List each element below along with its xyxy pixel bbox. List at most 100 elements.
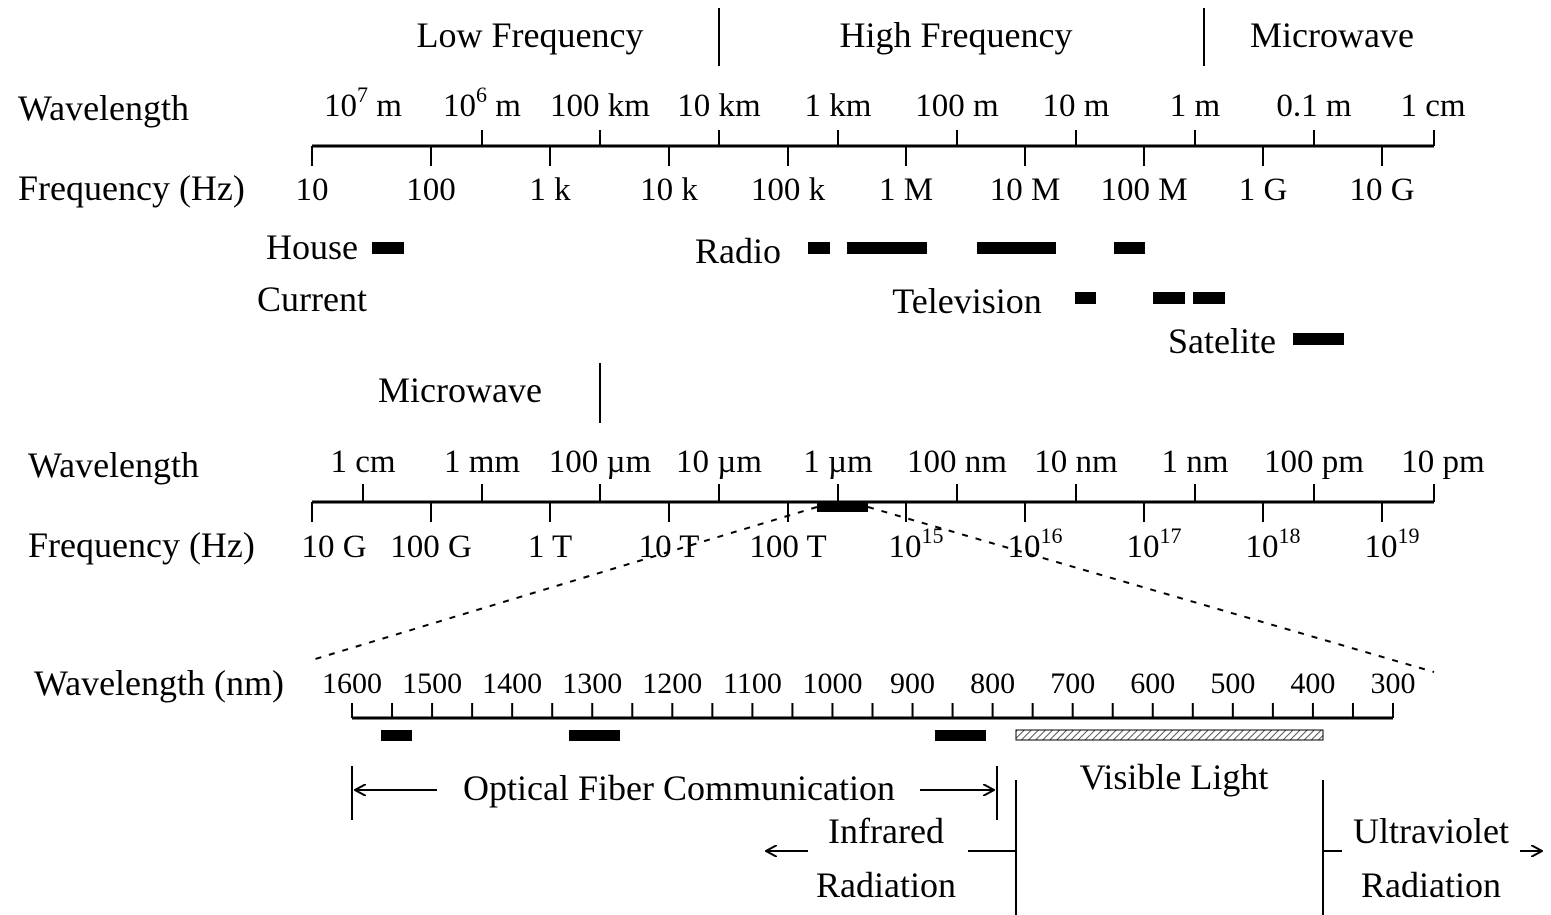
wavelength-tick-label: 10 nm (1034, 444, 1118, 480)
band-microwave: Microwave (1250, 15, 1414, 55)
frequency-tick-label: 1 M (879, 172, 933, 208)
infrared-radiation-label: Radiation (816, 865, 956, 905)
frequency-tick-label: 1018 (1246, 523, 1301, 565)
frequency-tick-label: 1 T (528, 529, 572, 565)
nm-tick-label: 700 (1050, 667, 1095, 700)
fiber-window-850 (935, 730, 986, 741)
television-band (1153, 292, 1185, 304)
wavelength-tick-labels: 107 m 106 m 100 km 10 km 1 km 100 m 10 m 1 m 0.1… (324, 82, 1466, 124)
wavelength-tick-label: 10 pm (1401, 444, 1485, 480)
nm-axis (351, 703, 1394, 720)
radio-band (808, 242, 830, 254)
wavelength-tick-label: 10 km (677, 88, 761, 124)
wavelength-tick-label: 106 m (443, 82, 521, 124)
optical-fiber-label: Optical Fiber Communication (463, 768, 895, 808)
television-band (1075, 292, 1096, 304)
nm-tick-label: 1600 (322, 667, 382, 700)
radio-band (847, 242, 927, 254)
ultraviolet-label: Ultraviolet (1353, 811, 1509, 851)
frequency-tick-label: 1015 (889, 523, 944, 565)
wavelength-tick-label: 1 nm (1162, 444, 1229, 480)
wavelength-tick-label: 107 m (324, 82, 402, 124)
wavelength-nm-axis-label: Wavelength (nm) (34, 663, 284, 703)
wavelength-tick-labels: 1 cm 1 mm 100 µm 10 µm 1 µm 100 nm 10 nm 1 nm 10… (330, 444, 1485, 480)
wavelength-tick-label: 1 cm (330, 444, 395, 480)
nm-tick-label: 1100 (723, 667, 782, 700)
frequency-tick-label: 1016 (1008, 523, 1063, 565)
frequency-tick-label: 100 k (751, 172, 826, 208)
band-low-frequency: Low Frequency (417, 15, 644, 55)
section-nm-spectrum: Wavelength (nm) 1600 1500 1400 1300 1200 1100… (34, 663, 1541, 915)
frequency-tick-label: 1 G (1239, 172, 1288, 208)
wavelength-tick-label: 10 µm (676, 444, 762, 480)
wavelength-tick-label: 100 pm (1264, 444, 1364, 480)
radio-band (1114, 242, 1145, 254)
satelite-band (1293, 333, 1344, 345)
wavelength-tick-label: 1 m (1170, 88, 1221, 124)
wavelength-tick-label: 10 m (1043, 88, 1110, 124)
nm-tick-label: 1400 (482, 667, 542, 700)
television-label: Television (892, 281, 1041, 321)
wavelength-tick-label: 1 km (805, 88, 872, 124)
frequency-tick-label: 100 M (1100, 172, 1187, 208)
wavelength-axis-label: Wavelength (18, 88, 189, 128)
wavelength-tick-label: 100 km (550, 88, 650, 124)
nm-tick-label: 400 (1290, 667, 1335, 700)
wavelength-tick-label: 100 nm (907, 444, 1007, 480)
nm-tick-label: 500 (1210, 667, 1255, 700)
house-current-band (372, 242, 404, 254)
infrared-label: Infrared (828, 811, 944, 851)
current-label: Current (257, 279, 367, 319)
frequency-tick-label: 10 M (990, 172, 1061, 208)
band-high-frequency: High Frequency (840, 15, 1073, 55)
frequency-tick-label: 100 T (749, 529, 826, 565)
frequency-tick-labels: 10 G 100 G 1 T 10 T 100 T 1015 1016 1017 1018 101… (301, 523, 1419, 565)
frequency-tick-label: 10 k (640, 172, 698, 208)
frequency-axis-label: Frequency (Hz) (18, 168, 245, 208)
wavelength-tick-label: 0.1 m (1276, 88, 1352, 124)
wavelength-tick-label: 100 m (915, 88, 999, 124)
television-band (1193, 292, 1225, 304)
wavelength-tick-label: 100 µm (549, 444, 652, 480)
wavelength-axis-label: Wavelength (28, 445, 199, 485)
frequency-axis-label: Frequency (Hz) (28, 525, 255, 565)
nm-tick-label: 1300 (562, 667, 622, 700)
frequency-tick-label: 1019 (1365, 523, 1420, 565)
nm-tick-label: 800 (970, 667, 1015, 700)
wavelength-tick-label: 1 µm (803, 444, 873, 480)
zoom-guide-line (311, 506, 818, 661)
fiber-window-1550 (381, 730, 412, 741)
frequency-tick-labels: 10 100 1 k 10 k 100 k 1 M 10 M 100 M 1 G 10 G (296, 172, 1415, 208)
visible-light-label: Visible Light (1080, 757, 1269, 797)
radio-label: Radio (695, 231, 781, 271)
frequency-tick-label: 10 G (301, 529, 366, 565)
optical-region-marker (817, 502, 868, 512)
frequency-tick-label: 10 G (1349, 172, 1414, 208)
nm-tick-label: 900 (890, 667, 935, 700)
band-microwave: Microwave (378, 370, 542, 410)
nm-tick-label: 300 (1371, 667, 1416, 700)
section-radio-spectrum: Low Frequency High Frequency Microwave W… (18, 8, 1466, 361)
nm-tick-label: 1500 (402, 667, 462, 700)
section-optical-spectrum: Microwave Wavelength Frequency (Hz) 1 cm… (28, 363, 1485, 673)
house-label: House (266, 227, 358, 267)
frequency-tick-label: 10 T (639, 529, 700, 565)
zoom-guide-line (867, 506, 1435, 673)
spectrum-axis (311, 130, 1435, 166)
frequency-tick-label: 100 (406, 172, 456, 208)
wavelength-tick-label: 1 mm (444, 444, 520, 480)
frequency-tick-label: 1017 (1127, 523, 1182, 565)
ultraviolet-radiation-label: Radiation (1361, 865, 1501, 905)
fiber-window-1310 (569, 730, 620, 741)
visible-light-band (1015, 729, 1324, 741)
radio-band (977, 242, 1056, 254)
nm-tick-label: 1000 (802, 667, 862, 700)
nm-tick-label: 1200 (642, 667, 702, 700)
satelite-label: Satelite (1168, 321, 1276, 361)
frequency-tick-label: 100 G (390, 529, 472, 565)
nm-tick-labels: 1600 1500 1400 1300 1200 1100 1000 900 800 700 600… (322, 667, 1416, 700)
frequency-tick-label: 1 k (529, 172, 571, 208)
frequency-tick-label: 10 (296, 172, 329, 208)
spectrum-axis (311, 484, 1435, 522)
